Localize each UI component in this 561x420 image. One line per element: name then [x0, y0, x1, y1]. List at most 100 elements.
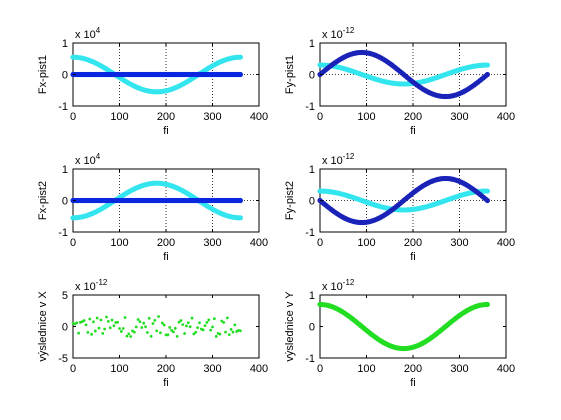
x-tick-label: 200	[404, 363, 422, 375]
x-tick-label: 100	[357, 237, 375, 249]
data-point	[153, 318, 157, 322]
x-tick-label: 200	[404, 237, 422, 249]
axis-exponent: x 104	[75, 152, 101, 167]
data-point	[119, 330, 123, 333]
data-point	[207, 318, 211, 322]
data-point	[201, 328, 205, 332]
x-tick-label: 0	[70, 363, 76, 375]
data-point	[222, 321, 226, 324]
data-point	[155, 329, 159, 333]
series-2	[70, 71, 243, 78]
y-tick-label: 0	[62, 196, 68, 208]
y-tick-label: -1	[305, 101, 315, 113]
data-point	[142, 321, 146, 325]
data-point	[162, 323, 166, 327]
axes-box	[72, 294, 260, 359]
series-2	[317, 175, 490, 226]
x-axis-label: fi	[163, 251, 169, 263]
axis-exponent: x 10-12	[322, 26, 355, 41]
data-point	[484, 301, 490, 308]
data-point	[157, 315, 160, 318]
series-2	[317, 49, 490, 100]
axis-exponent: x 10-12	[322, 278, 355, 293]
data-point	[140, 326, 144, 329]
data-point	[188, 325, 192, 329]
data-point	[231, 330, 235, 334]
data-point	[484, 71, 490, 78]
data-point	[92, 320, 95, 324]
x-tick-label: 200	[157, 363, 175, 375]
data-point	[97, 326, 101, 330]
data-point	[237, 71, 243, 78]
data-point	[211, 325, 214, 329]
y-tick-label: -1	[305, 227, 315, 239]
data-point	[205, 321, 209, 324]
data-point	[233, 323, 237, 327]
data-point	[159, 331, 162, 335]
data-point	[170, 328, 173, 332]
data-point	[237, 54, 243, 60]
y-tick-label: -1	[305, 353, 315, 365]
x-tick-label: 0	[70, 237, 76, 249]
x-tick-label: 100	[357, 363, 375, 375]
data-point	[129, 335, 133, 338]
data-point	[185, 324, 188, 328]
data-point	[203, 324, 207, 328]
data-point	[134, 325, 138, 329]
y-tick-label: 1	[309, 164, 315, 176]
y-tick-label: -1	[58, 101, 68, 113]
data-point	[196, 326, 200, 330]
x-tick-label: 300	[450, 363, 468, 375]
series-1	[70, 180, 243, 221]
y-axis-label: Fy-pist1	[284, 55, 296, 94]
y-tick-label: 0	[309, 322, 315, 334]
x-tick-label: 400	[250, 363, 268, 375]
data-point	[99, 318, 103, 322]
x-axis-label: fi	[410, 125, 416, 137]
y-tick-label: 1	[62, 38, 68, 50]
series-2	[70, 197, 243, 204]
data-point	[214, 335, 218, 338]
data-point	[149, 334, 153, 338]
x-tick-label: 0	[70, 111, 76, 123]
y-axis-label: Fx-pist2	[37, 181, 49, 220]
data-point	[144, 325, 147, 329]
data-point	[127, 332, 131, 336]
data-point	[175, 334, 179, 338]
axis-exponent: x 10-12	[75, 278, 108, 293]
x-tick-label: 100	[357, 111, 375, 123]
x-tick-label: 200	[157, 237, 175, 249]
y-axis-label: výslednice v Y	[284, 291, 296, 362]
x-tick-label: 300	[203, 237, 221, 249]
data-point	[209, 328, 213, 332]
data-point	[160, 321, 164, 325]
data-point	[484, 188, 490, 194]
data-point	[166, 333, 170, 337]
data-point	[183, 332, 187, 335]
data-point	[110, 318, 114, 322]
series-1	[71, 315, 242, 338]
data-point	[190, 316, 194, 320]
data-point	[106, 319, 110, 323]
x-tick-label: 300	[450, 237, 468, 249]
data-point	[121, 327, 125, 330]
y-tick-label: 1	[309, 290, 315, 302]
axis-exponent: x 104	[75, 26, 101, 41]
y-axis-label: Fx-pist1	[37, 55, 49, 94]
x-tick-label: 400	[250, 237, 268, 249]
data-point	[147, 316, 151, 320]
data-point	[95, 316, 99, 320]
x-axis-label: fi	[163, 377, 169, 389]
data-point	[172, 330, 175, 334]
data-point	[116, 320, 120, 324]
data-point	[118, 327, 121, 330]
data-point	[138, 320, 142, 324]
y-tick-label: 0	[62, 70, 68, 82]
data-point	[90, 332, 93, 336]
data-point	[192, 332, 196, 336]
